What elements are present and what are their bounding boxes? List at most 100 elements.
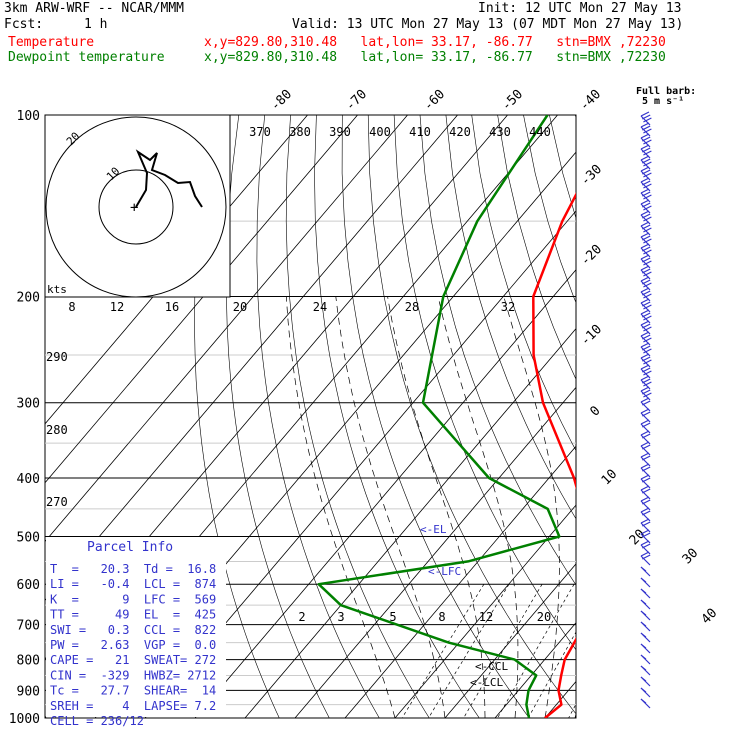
wind-barb-flag bbox=[640, 474, 650, 480]
pressure-tick-label: 100 bbox=[17, 109, 40, 124]
dry-adiabat bbox=[341, 115, 530, 718]
el-marker: <-EL bbox=[420, 523, 447, 536]
wind-barb-flag bbox=[640, 496, 650, 502]
wind-barb-flag bbox=[641, 521, 651, 527]
wind-barb-flag bbox=[640, 408, 650, 414]
mixing-ratio-label: 12 bbox=[479, 610, 493, 624]
wind-barb-flag bbox=[643, 194, 652, 200]
dewpoint-profile bbox=[317, 115, 561, 718]
lfc-marker: <-LFC bbox=[428, 565, 461, 578]
wind-barb-flag bbox=[643, 304, 652, 310]
parcel-info-row: SWI = 0.3 CCL = 822 bbox=[50, 623, 216, 637]
wind-barb-flag bbox=[640, 621, 647, 627]
mixing-ratio-line bbox=[568, 703, 576, 718]
wind-barb-flag bbox=[643, 348, 652, 354]
dry-adiabat bbox=[653, 115, 740, 718]
dry-adiabat bbox=[393, 115, 576, 651]
moist-adiabat bbox=[503, 296, 560, 718]
parcel-info-row: LI = -0.4 LCL = 874 bbox=[50, 577, 216, 591]
hodograph-speed-label: 16 bbox=[165, 300, 179, 314]
mixing-ratio-line bbox=[463, 584, 543, 718]
wind-barb-flag bbox=[643, 381, 652, 387]
moist-adiabat bbox=[285, 296, 396, 718]
wind-barb-flag bbox=[641, 345, 651, 351]
wind-barb-flag bbox=[640, 551, 650, 557]
wind-barb-flag bbox=[641, 312, 651, 318]
moist-adiabat bbox=[335, 296, 446, 718]
wind-barb-flag bbox=[641, 224, 651, 230]
isotherm-line bbox=[244, 327, 576, 718]
dry-adiabat bbox=[523, 115, 576, 304]
wind-barb-flag bbox=[641, 378, 651, 384]
isotherm-line bbox=[444, 563, 576, 718]
wind-barb-flag bbox=[640, 331, 650, 337]
wind-barb-flag bbox=[641, 169, 651, 175]
hodograph-ring-outer bbox=[45, 116, 227, 298]
dry-adiabat bbox=[471, 115, 576, 452]
wind-barb-flag bbox=[640, 298, 650, 304]
wind-barb-flag bbox=[640, 111, 650, 117]
dry-adiabat bbox=[705, 115, 740, 718]
wind-barb-flag bbox=[640, 529, 650, 535]
lcl-marker: <-LCL bbox=[470, 676, 503, 689]
isotherm-line bbox=[344, 445, 576, 718]
wind-barb-flag bbox=[643, 172, 652, 178]
wind-barb-flag bbox=[640, 687, 647, 693]
wind-barb-flag bbox=[641, 411, 651, 417]
wind-barb-flag bbox=[641, 257, 651, 263]
wind-barb-flag bbox=[640, 507, 650, 513]
wind-barb-flag bbox=[641, 499, 651, 505]
dry-adiabat bbox=[731, 115, 740, 718]
isotherm-line bbox=[194, 269, 576, 718]
wind-barb-flag bbox=[640, 221, 650, 227]
wind-barb-flag bbox=[641, 422, 651, 428]
pressure-tick-label: 800 bbox=[17, 654, 40, 669]
theta-left-label: 280 bbox=[46, 423, 68, 437]
isotherm-line bbox=[394, 504, 576, 718]
wind-barb-flag bbox=[640, 540, 650, 546]
wind-barb-flag bbox=[641, 488, 651, 494]
wind-barb-flag bbox=[641, 532, 651, 538]
fcst-label: Fcst: bbox=[4, 17, 44, 32]
wind-barb-flag bbox=[643, 150, 652, 156]
wind-barb-flag bbox=[643, 117, 652, 123]
wind-barb-flag bbox=[640, 566, 647, 572]
wind-barb-flag bbox=[640, 441, 650, 447]
wind-barb-flag bbox=[643, 282, 652, 288]
parcel-info-row: SREH = 4 LAPSE= 7.2 bbox=[50, 699, 216, 713]
wind-barb-flag bbox=[640, 375, 650, 381]
wind-barb-flag bbox=[640, 386, 650, 392]
theta-tick-label: 390 bbox=[329, 125, 351, 139]
isotherm-line bbox=[144, 210, 576, 718]
isotherm-line bbox=[45, 115, 458, 601]
wind-barb-flag bbox=[641, 356, 651, 362]
pressure-tick-label: 500 bbox=[17, 530, 40, 545]
dry-adiabat bbox=[445, 115, 576, 520]
mixing-ratio-label: 8 bbox=[438, 610, 445, 624]
wind-barb-flag bbox=[641, 290, 651, 296]
isotherm-tick-label: -30 bbox=[578, 162, 605, 189]
wind-barb-flag bbox=[643, 249, 652, 255]
mixing-ratio-line bbox=[428, 584, 510, 718]
wind-barb-flag bbox=[643, 205, 652, 211]
wind-barb-flag bbox=[641, 158, 651, 164]
speed-ticks: 8 12 16 20 24 28 32 bbox=[68, 300, 515, 314]
wind-barb-flag bbox=[641, 334, 651, 340]
mixing-ratio-line bbox=[401, 584, 485, 718]
dry-adiabat bbox=[601, 115, 740, 718]
isotherm-line bbox=[645, 115, 740, 718]
theta-tick-label: 420 bbox=[449, 125, 471, 139]
wind-barb-flag bbox=[643, 293, 652, 299]
parcel-info-row: TT = 49 EL = 425 bbox=[50, 608, 216, 622]
wind-barb-flag bbox=[643, 359, 652, 365]
wind-barb-flag bbox=[640, 419, 650, 425]
wind-barb-flag bbox=[643, 370, 652, 376]
ccl-marker: <-CCL bbox=[475, 660, 508, 673]
wind-barb-flag bbox=[641, 400, 651, 406]
dry-adiabat bbox=[226, 115, 330, 718]
wind-barb-flag bbox=[640, 177, 650, 183]
wind-barb-flag bbox=[643, 392, 652, 398]
temperature-profile bbox=[532, 192, 576, 718]
isotherm-line bbox=[45, 115, 358, 484]
